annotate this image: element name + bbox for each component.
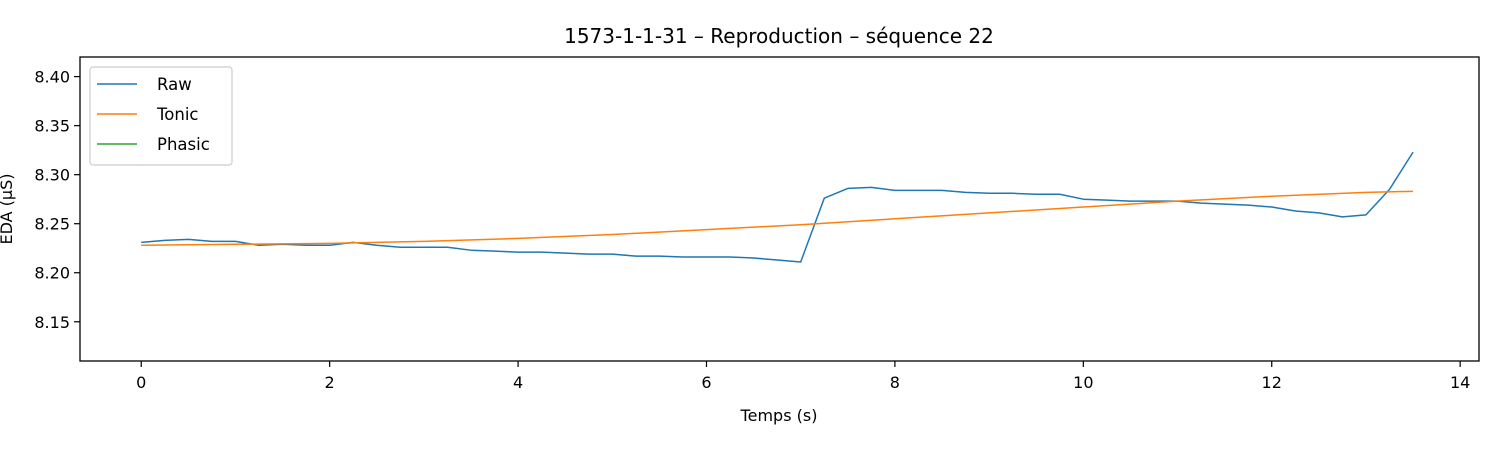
x-axis-label: Temps (s): [740, 406, 818, 425]
legend-frame: [89, 66, 233, 166]
series-layer: [141, 151, 1414, 263]
y-tick-label: 8.20: [34, 264, 70, 283]
x-tick-label: 8: [890, 373, 900, 392]
plot-frame: [79, 56, 1480, 362]
x-tick-label: 4: [513, 373, 523, 392]
legend-entries: Raw Tonic Phasic: [97, 75, 210, 154]
x-tick-label: 0: [136, 373, 146, 392]
x-tick-label: 2: [325, 373, 335, 392]
x-tick-label: 14: [1450, 373, 1470, 392]
plot-area: [79, 56, 1480, 362]
legend: Raw Tonic Phasic: [89, 66, 233, 166]
legend-label-tonic: Tonic: [156, 105, 198, 124]
y-tick-label: 8.40: [34, 68, 70, 87]
plot-background: [80, 57, 1479, 361]
x-tick-label: 10: [1073, 373, 1093, 392]
legend-label-raw: Raw: [157, 75, 192, 94]
legend-label-phasic: Phasic: [157, 135, 210, 154]
x-axis: 0 2 4 6 8 10 12 14: [136, 361, 1470, 392]
y-tick-label: 8.25: [34, 215, 70, 234]
y-axis: 8.15 8.20 8.25 8.30 8.35 8.40: [34, 68, 80, 332]
y-tick-label: 8.15: [34, 313, 70, 332]
y-tick-label: 8.30: [34, 166, 70, 185]
chart-title: 1573-1-1-31 – Reproduction – séquence 22: [564, 24, 994, 48]
series-line-tonic: [141, 190, 1414, 247]
y-axis-label: EDA (µS): [0, 174, 16, 245]
x-tick-label: 12: [1262, 373, 1282, 392]
x-tick-label: 6: [701, 373, 711, 392]
y-tick-label: 8.35: [34, 117, 70, 136]
